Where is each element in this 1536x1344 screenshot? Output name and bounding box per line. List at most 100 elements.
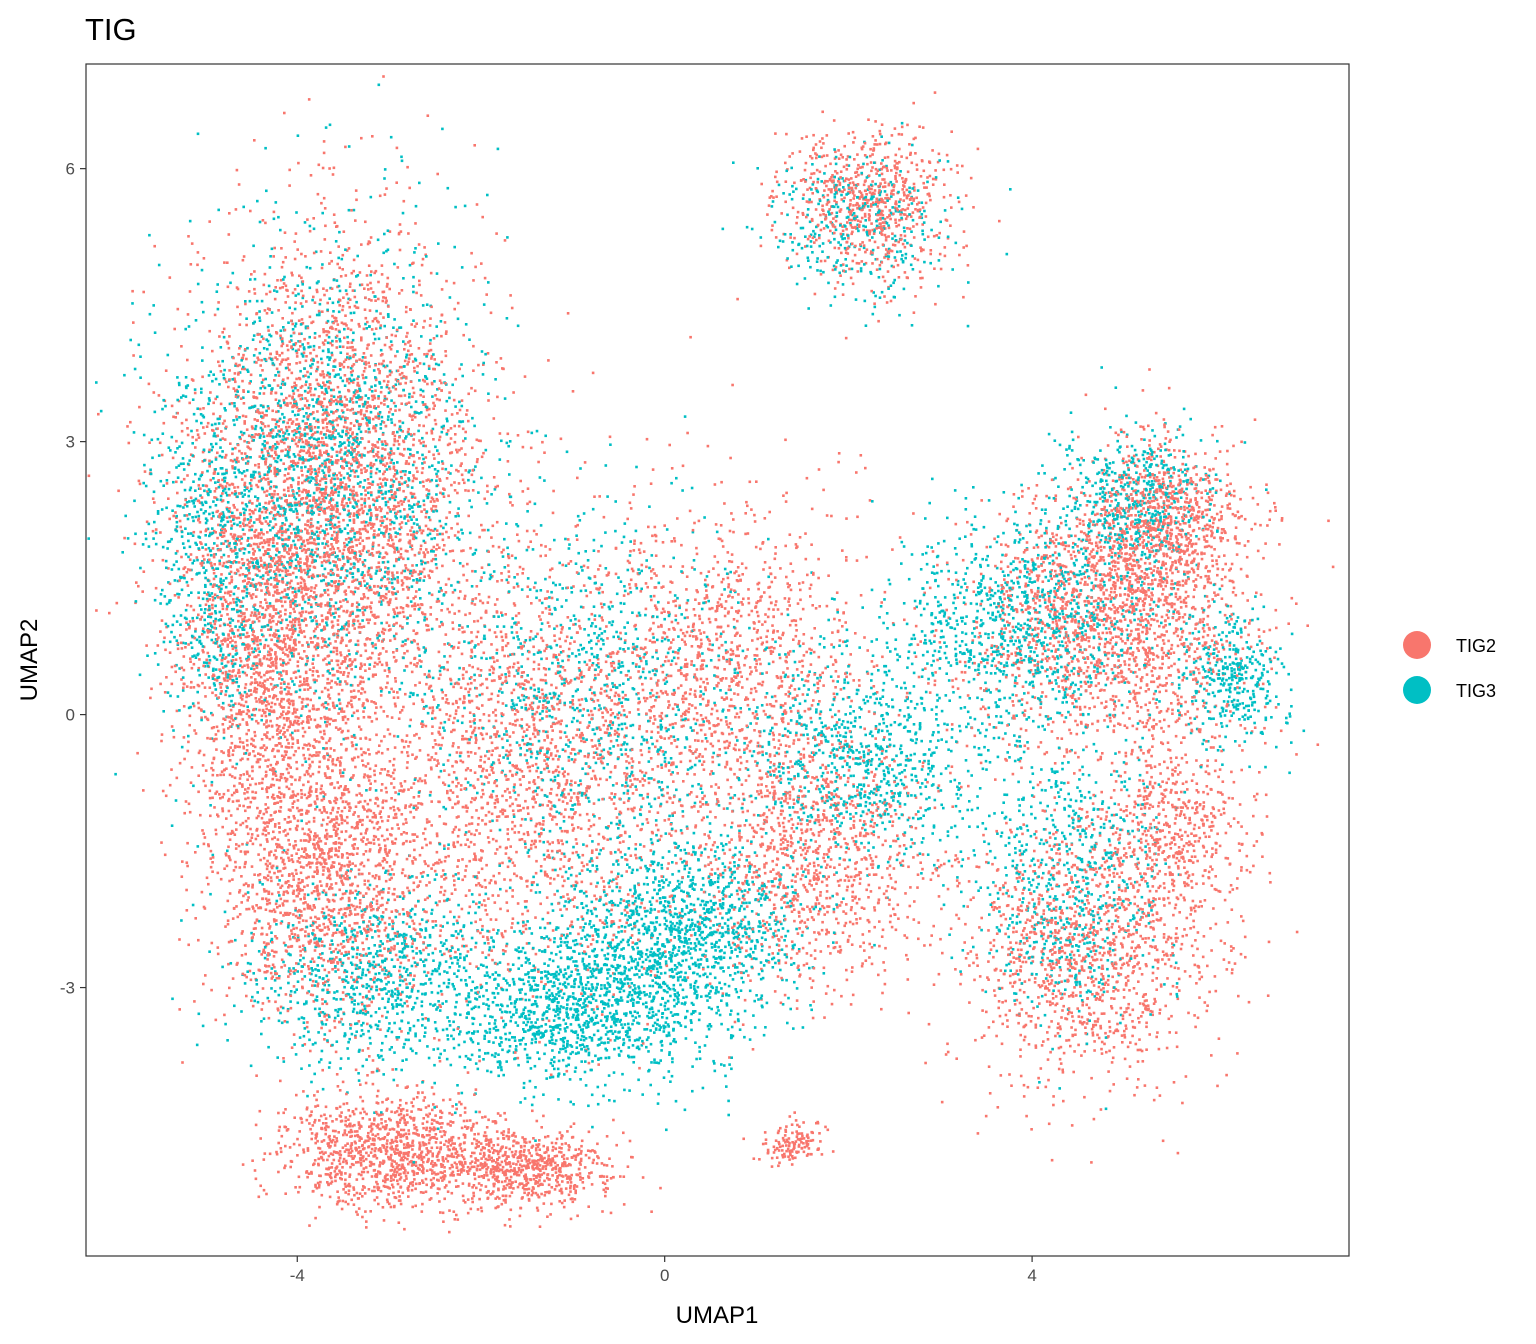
data-point-tig3 <box>139 566 142 570</box>
data-point-tig2 <box>1264 793 1268 797</box>
data-point-tig3 <box>1103 562 1107 566</box>
data-point-tig3 <box>1135 558 1139 562</box>
data-point-tig3 <box>654 673 657 677</box>
data-point-tig2 <box>1006 724 1009 727</box>
data-point-tig3 <box>742 964 745 967</box>
data-point-tig2 <box>792 677 795 680</box>
data-point-tig2 <box>1184 522 1187 525</box>
data-point-tig2 <box>841 190 844 193</box>
data-point-tig2 <box>434 743 438 746</box>
data-point-tig3 <box>629 888 632 892</box>
data-point-tig3 <box>647 760 651 763</box>
data-point-tig3 <box>885 782 889 785</box>
data-point-tig2 <box>375 885 379 888</box>
data-point-tig3 <box>316 521 320 524</box>
data-point-tig3 <box>188 459 191 462</box>
data-point-tig3 <box>329 527 333 530</box>
data-point-tig2 <box>358 463 361 467</box>
data-point-tig3 <box>873 228 876 231</box>
data-point-tig3 <box>809 233 813 237</box>
data-point-tig2 <box>580 680 583 683</box>
data-point-tig2 <box>1133 925 1136 929</box>
data-point-tig2 <box>1175 611 1179 614</box>
data-point-tig3 <box>610 964 613 968</box>
data-point-tig2 <box>487 1118 490 1122</box>
data-point-tig2 <box>266 970 269 973</box>
data-point-tig3 <box>1087 713 1090 716</box>
data-point-tig2 <box>557 664 561 668</box>
data-point-tig2 <box>319 791 322 795</box>
data-point-tig3 <box>718 939 721 942</box>
data-point-tig2 <box>710 734 714 737</box>
data-point-tig3 <box>606 1030 609 1034</box>
data-point-tig3 <box>219 647 223 650</box>
data-point-tig3 <box>286 925 290 929</box>
data-point-tig3 <box>681 489 684 492</box>
data-point-tig2 <box>1141 646 1145 650</box>
data-point-tig2 <box>782 829 786 833</box>
data-point-tig3 <box>594 581 597 585</box>
data-point-tig2 <box>506 815 509 818</box>
data-point-tig2 <box>832 837 835 841</box>
data-point-tig3 <box>1030 1000 1034 1003</box>
data-point-tig2 <box>1251 496 1255 500</box>
data-point-tig3 <box>210 638 214 642</box>
data-point-tig3 <box>1022 750 1026 754</box>
data-point-tig3 <box>699 958 703 961</box>
data-point-tig3 <box>1057 542 1060 545</box>
data-point-tig2 <box>346 675 350 678</box>
data-point-tig2 <box>392 873 395 876</box>
data-point-tig3 <box>434 362 438 366</box>
data-point-tig2 <box>163 636 166 640</box>
data-point-tig3 <box>860 788 863 791</box>
data-point-tig2 <box>755 713 759 716</box>
data-point-tig2 <box>667 659 670 663</box>
data-point-tig3 <box>662 1027 666 1030</box>
data-point-tig2 <box>344 322 347 326</box>
data-point-tig2 <box>424 781 427 785</box>
data-point-tig3 <box>947 622 950 625</box>
data-point-tig3 <box>323 459 327 463</box>
data-point-tig2 <box>486 352 490 355</box>
data-point-tig2 <box>541 746 544 750</box>
data-point-tig3 <box>508 1010 512 1014</box>
data-point-tig3 <box>436 597 440 601</box>
data-point-tig2 <box>517 539 521 543</box>
data-point-tig2 <box>1170 565 1173 568</box>
data-point-tig2 <box>1085 669 1089 673</box>
data-point-tig2 <box>332 841 336 845</box>
data-point-tig2 <box>1102 665 1106 668</box>
data-point-tig3 <box>223 910 227 914</box>
data-point-tig3 <box>1135 537 1138 541</box>
data-point-tig3 <box>718 1013 722 1017</box>
data-point-tig2 <box>813 931 816 934</box>
data-point-tig3 <box>841 720 845 723</box>
data-point-tig3 <box>247 536 250 540</box>
data-point-tig3 <box>490 936 493 939</box>
data-point-tig3 <box>859 244 863 248</box>
data-point-tig2 <box>1109 719 1112 723</box>
data-point-tig2 <box>1119 555 1123 559</box>
data-point-tig3 <box>284 567 288 571</box>
data-point-tig2 <box>318 449 322 452</box>
data-point-tig2 <box>707 834 710 838</box>
data-point-tig3 <box>630 927 634 931</box>
data-point-tig2 <box>1218 768 1222 771</box>
data-point-tig2 <box>379 482 383 485</box>
data-point-tig3 <box>388 465 391 469</box>
data-point-tig3 <box>454 873 458 876</box>
data-point-tig2 <box>306 571 310 575</box>
data-point-tig2 <box>827 905 831 908</box>
data-point-tig3 <box>316 483 320 486</box>
data-point-tig2 <box>591 934 595 937</box>
data-point-tig2 <box>1136 904 1139 908</box>
data-point-tig2 <box>301 746 305 750</box>
data-point-tig2 <box>1061 686 1065 689</box>
data-point-tig2 <box>676 656 680 660</box>
data-point-tig2 <box>178 579 181 582</box>
data-point-tig2 <box>281 514 285 517</box>
data-point-tig2 <box>817 834 821 837</box>
data-point-tig3 <box>491 1001 495 1004</box>
data-point-tig3 <box>224 585 228 589</box>
data-point-tig2 <box>785 491 788 495</box>
